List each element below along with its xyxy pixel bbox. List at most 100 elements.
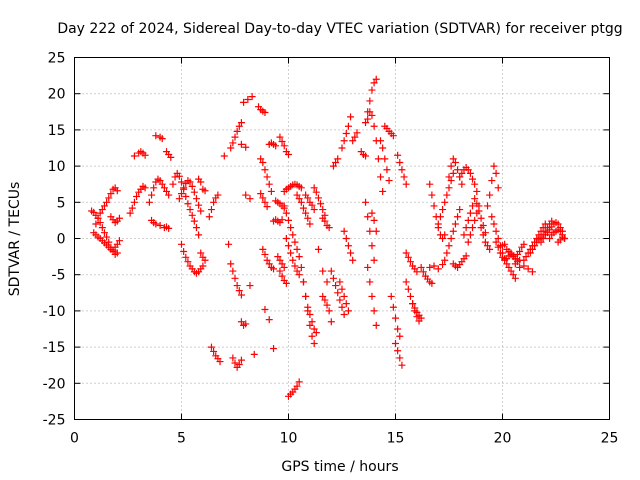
data-point: [169, 180, 177, 188]
data-point: [163, 187, 171, 195]
data-point: [237, 140, 245, 148]
data-point: [293, 382, 301, 390]
data-point: [556, 227, 564, 235]
data-point: [454, 166, 462, 174]
data-point: [293, 191, 301, 199]
data-point: [280, 142, 288, 150]
data-point: [261, 198, 269, 206]
series-arc-48: [319, 214, 333, 232]
data-point: [180, 248, 188, 256]
data-point: [186, 178, 194, 186]
data-point: [340, 227, 348, 235]
series-arc-50: [327, 267, 348, 319]
series-arc-17: [207, 343, 224, 366]
data-point: [484, 202, 492, 210]
data-point: [295, 253, 303, 261]
data-point: [445, 242, 453, 250]
series-arc-42: [293, 191, 314, 228]
data-point: [98, 206, 106, 214]
data-point: [321, 296, 329, 304]
data-point: [456, 173, 464, 181]
series-arc-03: [92, 184, 121, 228]
data-point: [362, 152, 370, 160]
data-point: [494, 243, 502, 251]
series-arc-63: [381, 122, 397, 140]
data-point: [531, 242, 539, 250]
data-point: [368, 209, 376, 217]
data-point: [285, 151, 292, 159]
data-point: [141, 184, 149, 192]
data-point: [250, 350, 258, 358]
data-point: [449, 227, 457, 235]
data-point: [334, 289, 342, 297]
data-point: [374, 155, 382, 163]
data-point: [128, 204, 136, 212]
data-point: [96, 209, 104, 217]
series-arc-36: [276, 133, 292, 159]
data-point: [289, 256, 297, 264]
data-point: [310, 325, 318, 333]
series-arc-58: [364, 108, 387, 195]
data-point: [259, 158, 267, 166]
data-point: [186, 206, 194, 214]
series-arc-27: [255, 103, 269, 117]
data-point: [342, 300, 350, 308]
data-point: [105, 194, 113, 202]
series-arc-91: [554, 233, 569, 246]
series-arc-10: [163, 148, 175, 161]
data-point: [511, 260, 519, 268]
data-point: [261, 166, 269, 174]
data-point: [441, 198, 449, 206]
data-point: [152, 132, 160, 140]
data-point: [441, 231, 449, 239]
series-arc-23: [237, 318, 250, 329]
data-point: [321, 217, 329, 225]
y-tick-label: -20: [43, 376, 66, 392]
data-point: [319, 267, 327, 275]
data-point: [192, 195, 200, 203]
data-point: [242, 143, 250, 151]
series-arc-71: [426, 180, 449, 242]
data-point: [261, 109, 269, 117]
data-point: [107, 190, 115, 198]
data-point: [449, 155, 457, 163]
data-point: [227, 144, 235, 152]
data-point: [464, 166, 472, 174]
data-point: [462, 252, 470, 260]
data-point: [197, 178, 205, 186]
data-point: [528, 268, 536, 276]
data-point: [263, 173, 271, 181]
data-point: [473, 200, 481, 208]
series-arc-54: [340, 227, 357, 264]
data-point: [492, 238, 500, 246]
data-point: [201, 256, 209, 264]
data-point: [402, 278, 410, 286]
data-point: [319, 206, 327, 214]
data-point: [115, 237, 123, 245]
data-point: [267, 187, 275, 195]
data-point: [145, 198, 153, 206]
data-point: [293, 267, 301, 275]
data-point: [263, 256, 271, 264]
data-point: [158, 135, 166, 143]
data-point: [409, 300, 417, 308]
data-point: [113, 240, 121, 248]
series-arc-32: [265, 139, 280, 150]
data-point: [394, 325, 402, 333]
data-point: [231, 359, 239, 367]
data-point: [304, 303, 312, 311]
data-point: [113, 187, 121, 195]
data-point: [492, 227, 500, 235]
data-point: [308, 201, 316, 209]
data-point: [265, 180, 273, 188]
data-point: [314, 194, 322, 202]
series-arc-20: [227, 260, 245, 299]
data-point: [190, 188, 198, 196]
data-point: [282, 209, 290, 217]
data-point: [370, 256, 378, 264]
data-point: [304, 194, 312, 202]
data-point: [443, 249, 451, 257]
series-arc-65: [392, 339, 406, 369]
series-arc-28: [257, 155, 275, 195]
data-point: [392, 314, 399, 322]
